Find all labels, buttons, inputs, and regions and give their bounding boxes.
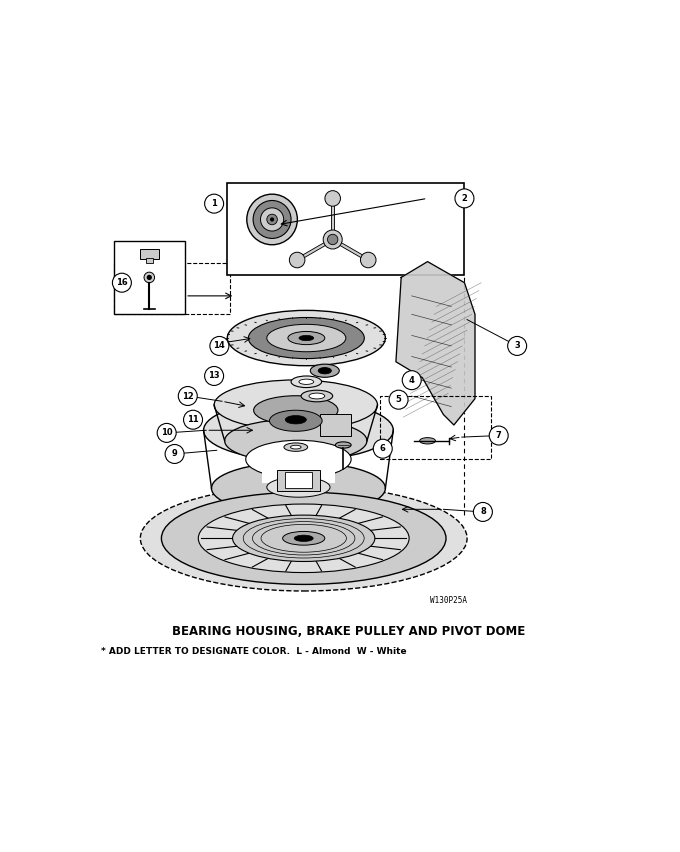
Ellipse shape bbox=[248, 318, 364, 359]
Text: 2: 2 bbox=[462, 194, 467, 203]
Circle shape bbox=[178, 387, 197, 406]
Text: 14: 14 bbox=[214, 342, 225, 350]
Bar bbox=[114, 240, 185, 314]
Ellipse shape bbox=[291, 376, 322, 388]
Circle shape bbox=[389, 390, 408, 409]
Ellipse shape bbox=[335, 442, 351, 448]
Bar bbox=[380, 396, 491, 459]
Circle shape bbox=[325, 191, 341, 206]
Text: 13: 13 bbox=[208, 371, 220, 381]
Bar bbox=[277, 469, 320, 491]
Ellipse shape bbox=[203, 400, 393, 461]
Ellipse shape bbox=[140, 486, 467, 591]
Bar bbox=[320, 414, 351, 435]
Text: 16: 16 bbox=[116, 279, 128, 287]
Ellipse shape bbox=[294, 535, 313, 542]
Ellipse shape bbox=[211, 462, 386, 515]
Ellipse shape bbox=[233, 515, 375, 561]
Ellipse shape bbox=[283, 532, 325, 545]
Circle shape bbox=[165, 445, 184, 463]
Circle shape bbox=[455, 189, 474, 208]
Bar bbox=[286, 472, 311, 488]
Ellipse shape bbox=[245, 440, 351, 478]
Text: 7: 7 bbox=[496, 431, 502, 440]
Circle shape bbox=[260, 208, 284, 231]
Ellipse shape bbox=[199, 504, 409, 573]
Ellipse shape bbox=[318, 367, 331, 374]
Circle shape bbox=[373, 440, 392, 458]
Circle shape bbox=[205, 366, 224, 385]
Text: 8: 8 bbox=[480, 508, 486, 516]
Ellipse shape bbox=[224, 419, 367, 463]
Ellipse shape bbox=[309, 393, 325, 399]
Ellipse shape bbox=[267, 477, 330, 498]
Text: 11: 11 bbox=[187, 415, 199, 424]
Text: 10: 10 bbox=[161, 429, 173, 437]
Text: 1: 1 bbox=[211, 199, 217, 208]
Ellipse shape bbox=[310, 364, 339, 377]
Circle shape bbox=[508, 337, 526, 355]
Bar bbox=[146, 258, 153, 263]
Circle shape bbox=[247, 194, 297, 245]
Ellipse shape bbox=[267, 325, 346, 352]
Circle shape bbox=[144, 272, 154, 283]
Circle shape bbox=[267, 214, 277, 225]
Ellipse shape bbox=[269, 410, 322, 431]
Circle shape bbox=[489, 426, 508, 445]
Circle shape bbox=[205, 194, 224, 213]
Text: 9: 9 bbox=[172, 450, 177, 458]
Bar bbox=[114, 262, 230, 314]
Ellipse shape bbox=[161, 492, 446, 584]
Circle shape bbox=[253, 200, 291, 239]
Text: 3: 3 bbox=[514, 342, 520, 350]
Bar bbox=[227, 182, 464, 275]
Bar bbox=[262, 446, 335, 483]
Text: 5: 5 bbox=[396, 395, 401, 404]
Text: W130P25A: W130P25A bbox=[430, 596, 467, 605]
Ellipse shape bbox=[288, 331, 325, 344]
Circle shape bbox=[112, 273, 131, 292]
Ellipse shape bbox=[299, 379, 313, 384]
Ellipse shape bbox=[284, 443, 307, 452]
Circle shape bbox=[210, 337, 229, 355]
Circle shape bbox=[328, 234, 338, 245]
Ellipse shape bbox=[214, 380, 377, 430]
Ellipse shape bbox=[301, 390, 333, 402]
Circle shape bbox=[184, 410, 203, 429]
Bar bbox=[140, 250, 158, 259]
Ellipse shape bbox=[254, 395, 338, 425]
Circle shape bbox=[147, 275, 152, 280]
Circle shape bbox=[157, 423, 176, 442]
Text: 4: 4 bbox=[409, 376, 415, 385]
Ellipse shape bbox=[290, 446, 301, 449]
Text: 12: 12 bbox=[182, 392, 194, 400]
Circle shape bbox=[360, 252, 376, 268]
Ellipse shape bbox=[420, 438, 435, 444]
Circle shape bbox=[290, 252, 305, 268]
Text: 6: 6 bbox=[380, 444, 386, 453]
Ellipse shape bbox=[299, 336, 313, 341]
Text: * ADD LETTER TO DESIGNATE COLOR.  L - Almond  W - White: * ADD LETTER TO DESIGNATE COLOR. L - Alm… bbox=[101, 648, 407, 656]
Circle shape bbox=[403, 371, 421, 389]
Circle shape bbox=[473, 503, 492, 521]
Polygon shape bbox=[396, 262, 475, 425]
Circle shape bbox=[323, 230, 342, 249]
Ellipse shape bbox=[227, 310, 386, 366]
Circle shape bbox=[270, 217, 274, 222]
Text: BEARING HOUSING, BRAKE PULLEY AND PIVOT DOME: BEARING HOUSING, BRAKE PULLEY AND PIVOT … bbox=[172, 625, 525, 638]
Ellipse shape bbox=[286, 416, 307, 424]
